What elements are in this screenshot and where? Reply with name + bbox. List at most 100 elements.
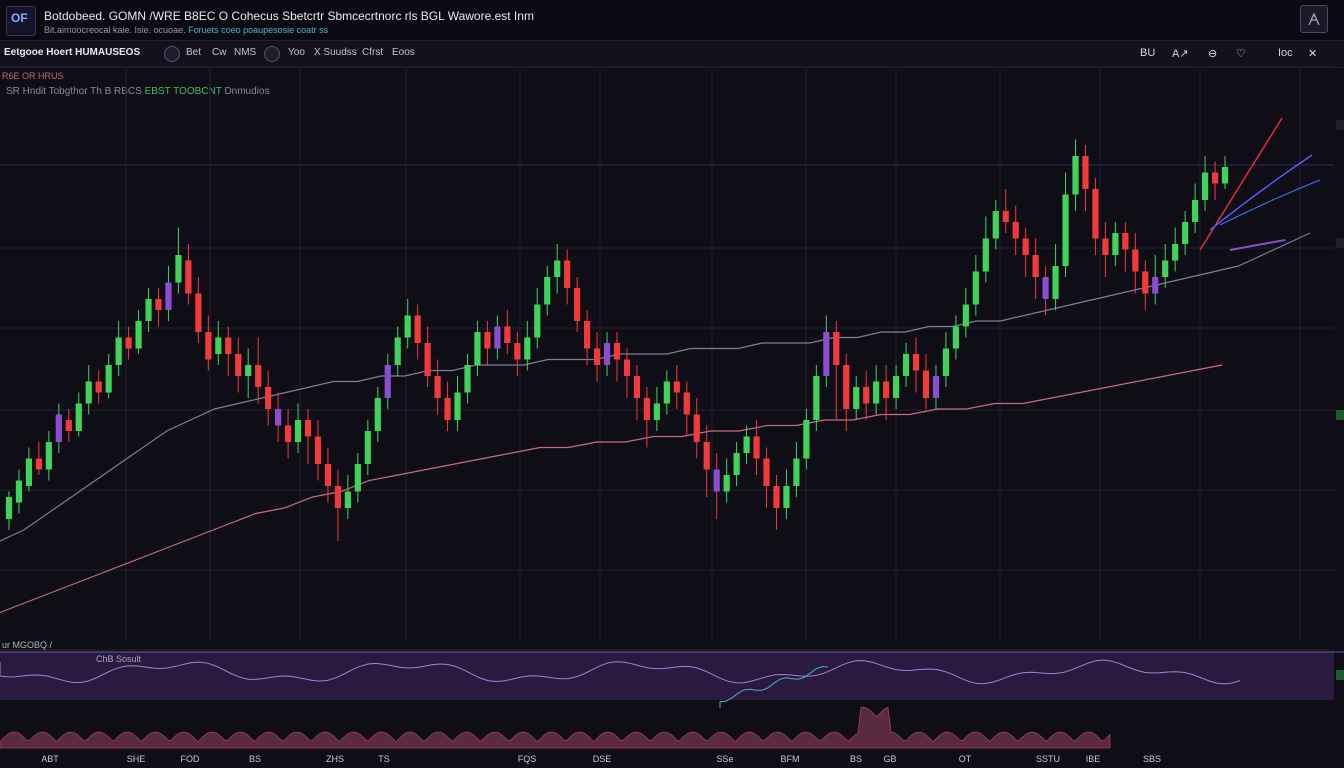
x-tick-label: DSE (593, 754, 612, 764)
candle-body (703, 442, 710, 470)
candle-body (753, 436, 760, 459)
logo-text: OF (11, 11, 28, 25)
candle-body (1102, 238, 1109, 255)
toolbar-item-4[interactable]: Yoo (288, 47, 305, 58)
candle-body (1072, 156, 1079, 195)
expand-button[interactable] (1300, 5, 1328, 33)
compare-icon[interactable] (164, 46, 180, 62)
candle-body (922, 370, 930, 398)
x-tick-label: SSTU (1036, 754, 1060, 764)
subtitle-prefix: Bit.aimoocreocal kaie. Isie. ocuoae. (44, 25, 186, 35)
candle-body (454, 392, 461, 420)
indicator-icon[interactable] (264, 46, 280, 62)
x-tick-label: GB (883, 754, 896, 764)
toolbar-item-3[interactable]: NMS (234, 47, 257, 58)
candle-body (613, 343, 621, 360)
candle-body (1012, 222, 1019, 239)
x-tick-label: ABT (41, 754, 59, 764)
legend-mid: B RBCS (104, 86, 142, 97)
candle-body (165, 282, 172, 310)
candle-body (972, 271, 979, 305)
candle-body (952, 326, 959, 349)
toolbar-item-7[interactable]: Eoos (392, 47, 415, 58)
candle-body (1082, 156, 1089, 189)
alert-button[interactable]: ♡ (1236, 48, 1246, 60)
window-title: Botdobeed. GOMN /WRE B8EC O Cohecus Sbet… (44, 9, 534, 23)
candle-body (344, 491, 351, 508)
candle-body (304, 420, 312, 437)
candle-body (902, 354, 910, 376)
trend-line-purple (1229, 239, 1286, 251)
candle-body (713, 469, 720, 492)
candle-body (125, 337, 132, 349)
x-tick-label: FQS (518, 754, 537, 764)
candle-body (554, 260, 561, 277)
candle-body (334, 486, 342, 508)
legend-green: EBST TOOBCNT (144, 86, 222, 97)
candle-body (135, 321, 142, 349)
trend-line-red (1199, 117, 1283, 251)
candle-body (1062, 194, 1069, 266)
candle-body (195, 293, 202, 332)
candle-body (942, 348, 950, 376)
candle-body (484, 332, 491, 349)
x-axis: ABT SHE FOD BS ZHS TS FQS DSE SSe BFM BS GB OT SSTU IB… (41, 754, 1161, 764)
toolbar-item-6[interactable]: Cfrst (362, 47, 384, 58)
candle-body (1132, 249, 1139, 272)
candle-body (763, 458, 770, 486)
candle-body (773, 486, 780, 508)
draw-tool-button[interactable]: A↗ (1172, 48, 1189, 60)
candle-body (1092, 189, 1099, 239)
settings-button[interactable]: Ioc (1278, 47, 1293, 59)
ma-slow-line (0, 364, 1223, 614)
symbol-selector[interactable]: Eetgooe Hoert HUMAUSEOS (4, 47, 141, 58)
candle-body (245, 365, 252, 376)
indicator-sublabel: ChB Sosult (96, 654, 142, 664)
x-tick-label: BS (249, 754, 261, 764)
candle-body (235, 354, 242, 376)
candlestick-series (5, 139, 1229, 541)
candle-body (25, 458, 33, 486)
candle-body (314, 436, 322, 464)
candle-body (105, 365, 112, 393)
candle-body (205, 332, 212, 360)
candle-body (1142, 271, 1149, 294)
candle-body (643, 398, 650, 420)
app-logo[interactable]: OF (6, 6, 36, 36)
candle-body (1201, 172, 1209, 200)
candle-body (284, 425, 292, 442)
candle-body (45, 442, 52, 470)
candle-body (35, 458, 42, 470)
candle-body (65, 420, 72, 431)
candle-body (603, 343, 611, 365)
candle-body (1192, 200, 1199, 222)
candle-body (593, 348, 601, 365)
candle-body (225, 337, 232, 354)
price-scale-tag (1336, 120, 1344, 130)
toolbar-item-1[interactable]: Bet (186, 47, 202, 58)
candle-body (863, 387, 870, 404)
bar-style-button[interactable]: BU (1140, 47, 1156, 59)
close-button[interactable]: ✕ (1308, 48, 1318, 60)
legend-suffix: Dnmudios (224, 86, 270, 97)
candle-body (1032, 255, 1039, 277)
candle-body (723, 475, 730, 492)
legend-prefix: SR Hndit Tobgthor Th (6, 86, 102, 97)
chart-legend-title: R6E OR HRUS (2, 71, 64, 81)
candle-body (414, 315, 421, 343)
x-tick-label: SBS (1143, 754, 1161, 764)
candle-body (95, 381, 102, 393)
volume-histogram (0, 706, 1111, 749)
toolbar-item-5[interactable]: X Suudss (314, 47, 357, 58)
zoom-button[interactable]: ⊖ (1208, 48, 1218, 60)
x-tick-label: ZHS (326, 754, 344, 764)
candle-body (444, 398, 451, 420)
candle-body (364, 431, 371, 464)
candle-body (185, 260, 192, 294)
candle-body (324, 464, 332, 486)
candle-body (823, 332, 830, 376)
candle-body (843, 365, 850, 409)
candle-body (474, 332, 481, 365)
toolbar-item-2[interactable]: Cw (212, 47, 227, 58)
